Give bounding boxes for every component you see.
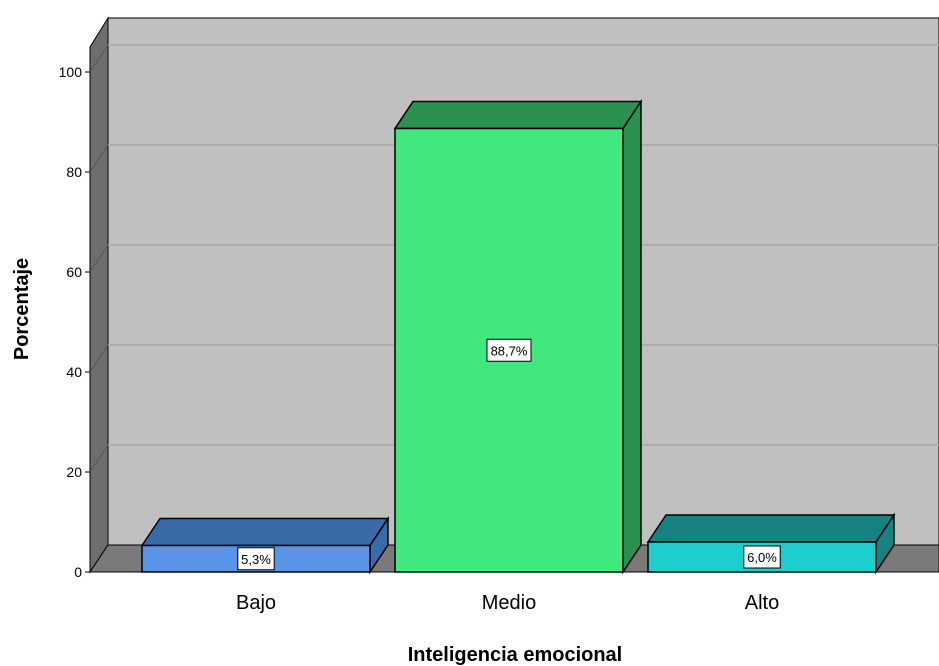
gridline-wall xyxy=(89,144,109,173)
bar-top xyxy=(140,517,390,547)
gridline-wall xyxy=(89,244,109,273)
y-tick-label: 100 xyxy=(59,64,83,80)
bar-side xyxy=(622,99,642,575)
data-label-box xyxy=(743,545,781,569)
y-tick-label: 60 xyxy=(66,264,82,280)
gridline-wall xyxy=(89,44,109,73)
data-label-box xyxy=(486,338,532,362)
x-category-label: Bajo xyxy=(236,592,276,614)
data-label-box xyxy=(237,547,275,571)
x-axis-title: Inteligencia emocional xyxy=(408,644,623,666)
y-axis-title: Porcentaje xyxy=(11,258,33,360)
left-wall xyxy=(89,16,109,574)
y-axis-ticks: 0 20 40 60 80 100 xyxy=(59,64,90,580)
x-axis-categories: Bajo Medio Alto xyxy=(236,592,779,614)
y-tick-label: 0 xyxy=(74,564,82,580)
x-category-label: Medio xyxy=(482,592,536,614)
y-tick-label: 20 xyxy=(66,464,82,480)
gridline-wall xyxy=(89,344,109,373)
bar-top xyxy=(393,100,643,130)
data-labels: 5,3% 88,7% 6,0% xyxy=(237,338,781,571)
bar-medio xyxy=(393,99,643,575)
bar-alto xyxy=(646,512,896,575)
bar-top xyxy=(646,514,896,543)
data-label: 6,0% xyxy=(747,550,777,565)
data-label: 5,3% xyxy=(241,552,271,567)
y-tick-label: 80 xyxy=(66,164,82,180)
gridline-wall xyxy=(89,444,109,473)
x-category-label: Alto xyxy=(745,592,779,614)
y-tick-label: 40 xyxy=(66,364,82,380)
data-label: 88,7% xyxy=(491,343,528,358)
